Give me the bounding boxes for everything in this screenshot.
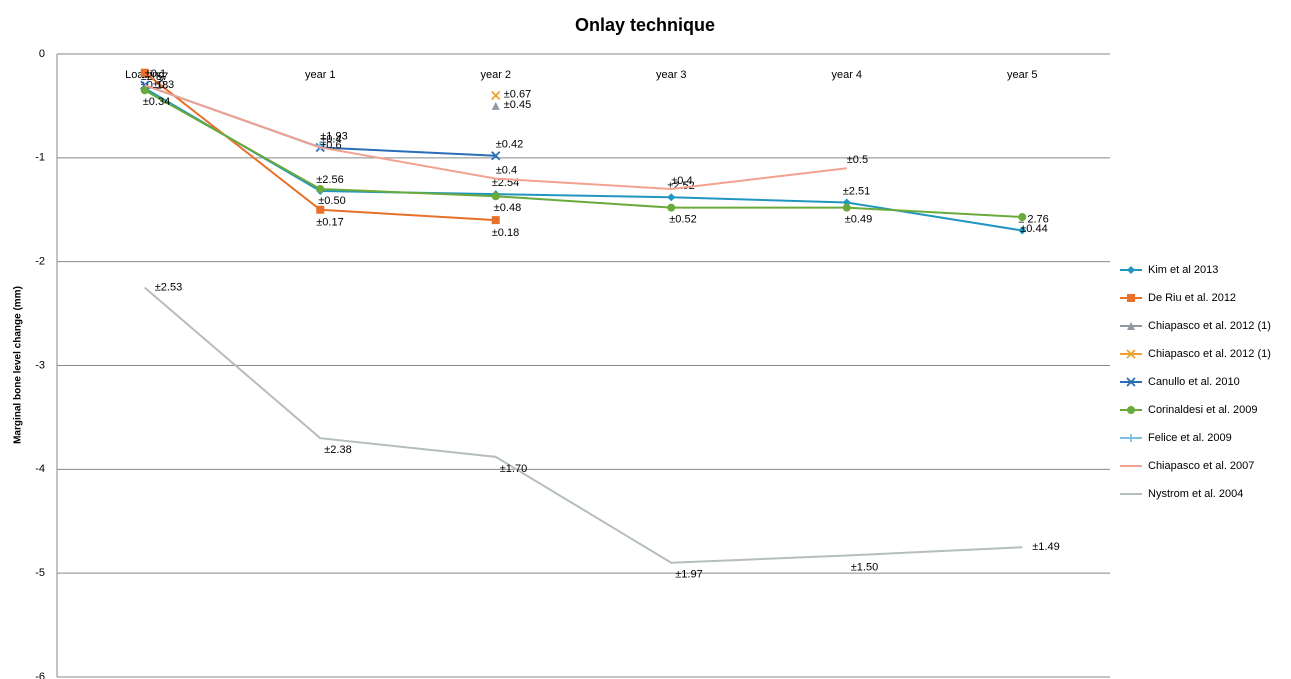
legend-label: De Riu et al. 2012 xyxy=(1148,292,1236,304)
error-label: ±0.1 xyxy=(145,68,166,80)
error-label: ±0.49 xyxy=(845,214,872,226)
error-label: ±2.38 xyxy=(324,444,351,456)
data-point xyxy=(842,203,851,212)
legend-label: Canullo et al. 2010 xyxy=(1148,376,1240,388)
error-label: ±0.67 xyxy=(504,88,531,100)
data-point xyxy=(316,184,325,193)
data-point xyxy=(140,86,149,95)
legend-label: Chiapasco et al. 2007 xyxy=(1148,460,1254,472)
x-tick-label: year 2 xyxy=(480,69,511,81)
legend-marker xyxy=(1127,406,1135,414)
error-label: ±0.34 xyxy=(143,96,170,108)
data-point xyxy=(491,90,501,101)
error-label: ±0.52 xyxy=(669,214,696,226)
legend-marker xyxy=(1127,322,1135,330)
x-tick-label: year 1 xyxy=(305,69,336,81)
x-tick-label: year 4 xyxy=(831,69,862,81)
legend-label: Felice et al. 2009 xyxy=(1148,432,1232,444)
error-label: ±0.3 xyxy=(153,79,174,91)
legend-label: Kim et al 2013 xyxy=(1148,264,1218,276)
legend-label: Corinaldesi et al. 2009 xyxy=(1148,404,1257,416)
data-point xyxy=(1018,226,1027,235)
legend-label: Nystrom et al. 2004 xyxy=(1148,488,1243,500)
y-tick-label: 0 xyxy=(39,48,45,60)
legend-marker xyxy=(1127,294,1135,302)
data-point xyxy=(667,203,676,212)
error-label: ±1.97 xyxy=(675,569,702,581)
error-label: ±0.44 xyxy=(1020,223,1047,235)
error-label: ±2.53 xyxy=(155,282,182,294)
error-label: ±0.45 xyxy=(504,99,531,111)
error-label: ±2.51 xyxy=(843,185,870,197)
error-label: ±1.49 xyxy=(1032,541,1059,553)
data-point xyxy=(491,101,500,110)
y-tick-label: -2 xyxy=(35,256,45,268)
data-point xyxy=(1018,213,1027,222)
series-line xyxy=(144,89,1023,219)
error-label: ±0.18 xyxy=(492,227,519,239)
y-tick-label: -3 xyxy=(35,359,45,371)
legend-marker xyxy=(1127,266,1135,274)
data-point xyxy=(667,193,676,202)
legend-marker xyxy=(1126,349,1136,359)
error-label: ±2.56 xyxy=(316,174,343,186)
chart-title: Onlay technique xyxy=(575,15,715,35)
error-label: ±0.4 xyxy=(496,165,517,177)
error-label: ±0.4 xyxy=(671,175,692,187)
y-tick-label: -6 xyxy=(35,671,45,679)
legend-marker xyxy=(1126,377,1136,387)
y-axis-title: Marginal bone level change (mm) xyxy=(13,286,24,444)
legend-label: Chiapasco et al. 2012 (1) xyxy=(1148,348,1271,360)
error-label: ±0.4 xyxy=(320,133,341,145)
x-tick-label: year 5 xyxy=(1007,69,1038,81)
error-label: ±0.5 xyxy=(847,154,868,166)
data-point xyxy=(140,68,149,77)
legend-marker xyxy=(1126,434,1136,442)
y-tick-label: -4 xyxy=(35,463,45,475)
error-label: ±1.70 xyxy=(500,463,527,475)
y-tick-label: -1 xyxy=(35,152,45,164)
legend-label: Chiapasco et al. 2012 (1) xyxy=(1148,320,1271,332)
error-label: ±0.50 xyxy=(318,195,345,207)
series-line xyxy=(144,84,847,190)
data-point xyxy=(491,216,500,225)
series-line xyxy=(144,87,1023,232)
series-line xyxy=(144,286,1023,564)
y-tick-label: -5 xyxy=(35,567,45,579)
data-point xyxy=(316,205,325,214)
data-point xyxy=(491,151,501,161)
data-point xyxy=(491,192,500,201)
error-label: ±0.48 xyxy=(494,202,521,214)
error-label: ±0.42 xyxy=(496,139,523,151)
error-label: ±1.50 xyxy=(851,561,878,573)
error-label: ±0.17 xyxy=(316,217,343,229)
error-label: ±1.93 xyxy=(320,130,347,142)
x-tick-label: year 3 xyxy=(656,69,687,81)
